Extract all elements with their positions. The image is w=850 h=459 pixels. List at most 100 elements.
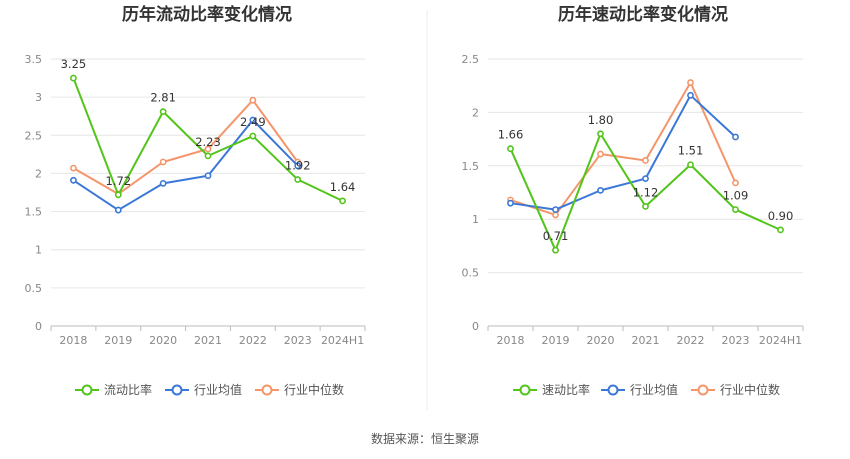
- legend-marker: [81, 384, 93, 396]
- data-point: [339, 197, 346, 205]
- legend-item[interactable]: 流动比率: [75, 382, 152, 397]
- y-tick-label: 0: [35, 320, 42, 333]
- x-tick-label: 2020: [587, 334, 615, 347]
- data-point: [507, 199, 514, 207]
- data-label: 1.80: [588, 113, 614, 127]
- data-point: [204, 172, 212, 180]
- data-point: [294, 162, 302, 170]
- legend-item[interactable]: 行业均值: [601, 382, 678, 397]
- data-point: [70, 74, 77, 82]
- data-point: [597, 150, 604, 158]
- x-tick-label: 2023: [722, 334, 750, 347]
- data-point: [294, 176, 302, 183]
- y-tick-label: 0.5: [462, 267, 480, 280]
- series-line: [510, 81, 737, 216]
- y-tick-label: 2.5: [462, 53, 480, 66]
- data-point: [552, 246, 559, 254]
- data-label: 0.90: [768, 209, 794, 223]
- y-tick-label: 3: [35, 91, 42, 104]
- legend-label: 行业中位数: [284, 382, 344, 397]
- data-point: [114, 191, 122, 199]
- x-tick-label: 2018: [497, 334, 525, 347]
- x-tick-label: 2019: [542, 334, 570, 347]
- data-point: [777, 226, 784, 234]
- data-point: [249, 96, 257, 104]
- legend-label: 流动比率: [104, 382, 152, 397]
- data-point: [70, 164, 77, 172]
- x-tick-label: 2021: [194, 334, 222, 347]
- y-tick-label: 1: [472, 213, 479, 226]
- x-tick-label: 2020: [149, 334, 177, 347]
- data-point: [204, 145, 212, 153]
- y-tick-label: 2: [35, 167, 42, 180]
- data-point: [642, 175, 649, 183]
- legend-marker: [171, 384, 183, 396]
- y-tick-label: 2.5: [25, 129, 43, 142]
- data-point: [552, 206, 559, 213]
- y-tick-label: 0.5: [25, 282, 43, 295]
- legend-item[interactable]: 行业中位数: [691, 382, 780, 397]
- data-label: 0.71: [543, 229, 569, 243]
- legend-label: 行业均值: [630, 382, 678, 397]
- series-line: [72, 119, 299, 212]
- data-point: [159, 158, 167, 166]
- data-point: [249, 132, 257, 140]
- data-label: 2.23: [195, 135, 221, 149]
- data-label: 2.49: [240, 115, 266, 129]
- legend-item[interactable]: 行业中位数: [255, 382, 344, 397]
- data-label: 3.25: [61, 57, 87, 71]
- x-tick-label: 2023: [284, 334, 312, 347]
- data-label: 1.51: [678, 144, 704, 158]
- data-point: [114, 206, 122, 214]
- legend-marker: [607, 384, 619, 396]
- legend-label: 行业中位数: [720, 382, 780, 397]
- x-tick-label: 2022: [677, 334, 705, 347]
- data-point: [732, 206, 739, 213]
- legend-item[interactable]: 速动比率: [513, 382, 590, 397]
- data-label: 1.12: [633, 185, 659, 199]
- data-label: 1.09: [723, 189, 749, 203]
- x-tick-label: 2022: [239, 334, 267, 347]
- data-point: [687, 79, 694, 86]
- data-point: [204, 152, 212, 160]
- data-label: 1.64: [330, 180, 356, 194]
- data-point: [159, 108, 167, 116]
- data-point: [597, 130, 604, 138]
- data-label: 1.92: [285, 159, 311, 173]
- series-line: [510, 94, 737, 211]
- y-tick-label: 3.5: [25, 53, 43, 66]
- data-point: [732, 133, 739, 141]
- data-point: [642, 157, 649, 164]
- legend-label: 速动比率: [542, 382, 590, 397]
- x-tick-label: 2021: [632, 334, 660, 347]
- y-tick-label: 1.5: [25, 206, 43, 219]
- current-ratio-chart: 历年流动比率变化情况 0 0.5 1 1.5 2 2.5 3 3.5 2018 2019 2020 20…: [25, 4, 366, 397]
- legend-item[interactable]: 行业均值: [165, 382, 242, 397]
- x-tick-label: 2024H1: [321, 334, 364, 347]
- series-line: [72, 99, 299, 196]
- data-point: [732, 179, 739, 187]
- quick-ratio-chart: 历年速动比率变化情况 0 0.5 1 1.5 2 2.5 2018 2019 2020 2021 20…: [462, 4, 804, 397]
- data-point: [552, 211, 559, 219]
- data-point: [249, 116, 257, 124]
- data-label: 1.66: [498, 128, 524, 142]
- legend-marker: [697, 384, 709, 396]
- x-tick-label: 2019: [104, 334, 132, 347]
- data-point: [507, 145, 514, 153]
- chart-title: 历年速动比率变化情况: [558, 4, 728, 25]
- y-tick-label: 1: [35, 244, 42, 257]
- chart-title: 历年流动比率变化情况: [122, 4, 292, 25]
- data-source: 数据来源：恒生聚源: [371, 431, 479, 446]
- legend-marker: [519, 384, 531, 396]
- y-tick-label: 1.5: [462, 160, 480, 173]
- data-point: [687, 91, 694, 99]
- x-tick-label: 2024H1: [759, 334, 802, 347]
- data-point: [597, 186, 604, 194]
- legend-label: 行业均值: [194, 382, 242, 397]
- data-point: [159, 179, 167, 187]
- data-point: [70, 176, 77, 184]
- y-tick-label: 2: [472, 106, 479, 119]
- x-tick-label: 2018: [59, 334, 87, 347]
- data-point: [642, 202, 649, 210]
